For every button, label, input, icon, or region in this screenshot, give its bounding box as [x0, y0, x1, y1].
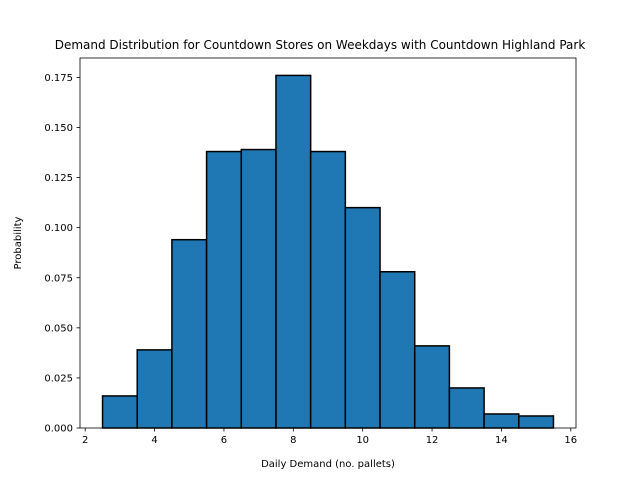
x-tick-label: 12: [426, 435, 439, 446]
y-tick-label: 0.075: [44, 273, 73, 284]
bars-group: [101, 74, 555, 429]
y-tick-label: 0.125: [44, 173, 73, 184]
x-tick-label: 10: [356, 435, 369, 446]
bar-9: [309, 150, 347, 429]
y-tick-label: 0.000: [44, 424, 73, 435]
x-axis-label: Daily Demand (no. pallets): [261, 459, 395, 470]
x-tick-label: 14: [495, 435, 508, 446]
y-tick-label: 0.100: [44, 223, 73, 234]
x-tick-label: 16: [564, 435, 577, 446]
chart-title: Demand Distribution for Countdown Stores…: [55, 38, 586, 52]
bar-8: [275, 74, 312, 429]
bar-14: [483, 413, 520, 429]
bar-5: [171, 238, 208, 429]
bar-3: [101, 395, 138, 429]
y-tick-label: 0.025: [44, 373, 73, 384]
bar-13: [448, 387, 485, 429]
x-tick-label: 2: [82, 435, 88, 446]
x-tick-label: 8: [290, 435, 296, 446]
y-tick-label: 0.175: [44, 73, 73, 84]
bar-11: [379, 271, 416, 429]
y-tick-label: 0.050: [44, 323, 73, 334]
y-axis: 0.000 0.025 0.050 0.075 0.100 0.125 0.150 0.175: [44, 73, 80, 435]
x-axis: 2 4 6 8 10 12 14 16: [82, 428, 577, 446]
x-tick-label: 6: [221, 435, 227, 446]
bar-6: [205, 150, 243, 429]
bar-12: [413, 345, 451, 429]
bar-7: [240, 148, 277, 429]
plot-frame: [79, 57, 577, 429]
bar-10: [344, 206, 381, 429]
bar-4: [136, 349, 173, 429]
y-axis-label: Probability: [13, 216, 24, 269]
bar-15: [518, 415, 555, 429]
y-tick-label: 0.150: [44, 123, 73, 134]
x-tick-label: 4: [151, 435, 157, 446]
